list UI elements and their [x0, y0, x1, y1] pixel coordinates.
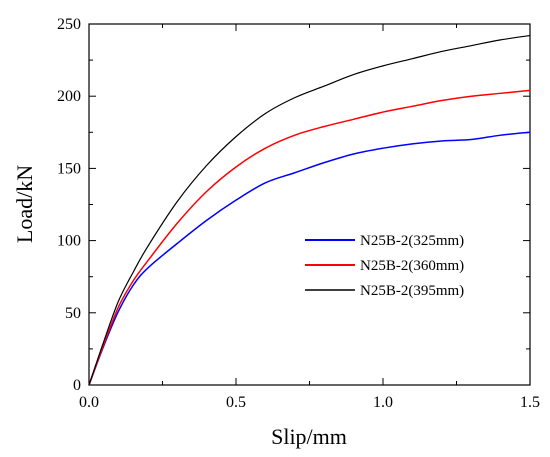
series-line-360mm — [88, 89, 531, 386]
x-tick-label: 1.5 — [520, 394, 540, 411]
x-axis-title: Slip/mm — [271, 424, 347, 449]
y-tick-label: 200 — [57, 88, 81, 105]
series-lines — [88, 34, 531, 386]
y-tick-label: 250 — [57, 16, 81, 33]
plot-frame — [88, 23, 531, 386]
y-axis-title: Load/kN — [12, 165, 37, 243]
legend: N25B-2(325mm) N25B-2(360mm) N25B-2(395mm… — [305, 233, 464, 299]
legend-label-325mm: N25B-2(325mm) — [360, 233, 464, 249]
y-tick-label: 150 — [57, 160, 81, 177]
legend-label-360mm: N25B-2(360mm) — [360, 258, 464, 274]
legend-label-395mm: N25B-2(395mm) — [360, 283, 464, 299]
x-tick-label: 1.0 — [373, 394, 393, 411]
x-tick-labels: 0.0 0.5 1.0 1.5 — [79, 394, 540, 411]
y-tick-label: 100 — [57, 233, 81, 250]
series-line-325mm — [88, 131, 531, 386]
axis-ticks — [88, 23, 531, 386]
y-tick-labels: 0 50 100 150 200 250 — [57, 16, 81, 394]
y-tick-label: 0 — [73, 377, 81, 394]
x-tick-label: 0.0 — [79, 394, 99, 411]
y-tick-label: 50 — [65, 305, 81, 322]
x-tick-label: 0.5 — [226, 394, 246, 411]
series-line-395mm — [88, 34, 531, 386]
